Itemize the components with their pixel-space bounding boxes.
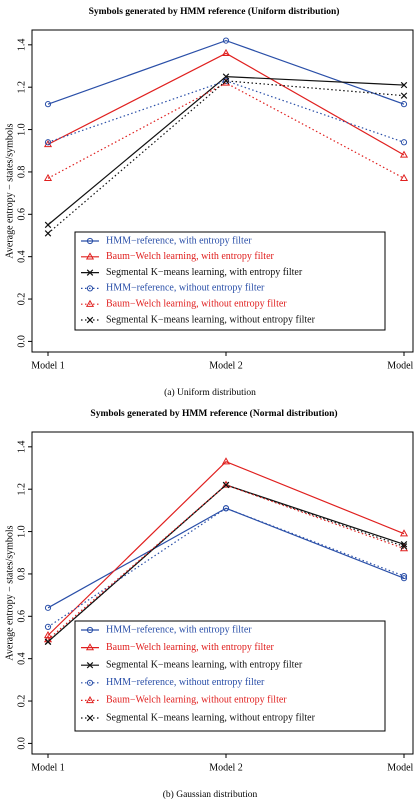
- series-line: [47, 39, 405, 105]
- legend-marker: [86, 661, 94, 669]
- marker: [222, 505, 230, 512]
- legend-label: HMM−reference, without entropy filter: [106, 283, 265, 294]
- legend-marker: [86, 714, 94, 722]
- legend-marker: [86, 237, 94, 245]
- y-axis-label: Average entropy − states/symbols: [4, 123, 15, 258]
- y-tick-label: 1.4: [16, 39, 27, 52]
- marker: [221, 48, 231, 57]
- y-axis-label: Average entropy − states/symbols: [4, 525, 15, 660]
- marker: [44, 221, 52, 229]
- legend-label: Segmental K−means learning, without entr…: [106, 314, 316, 325]
- legend-label: Segmental K−means learning, without entr…: [106, 712, 316, 723]
- legend-marker: [86, 285, 94, 292]
- y-tick-label: 0.4: [16, 652, 27, 665]
- legend-marker: [85, 695, 95, 704]
- legend-marker: [85, 252, 95, 260]
- chart-title: Symbols generated by HMM reference (Norm…: [90, 408, 337, 419]
- y-tick-label: 0.2: [16, 293, 27, 306]
- y-tick-label: 0.0: [16, 335, 27, 348]
- series-line: [47, 75, 405, 226]
- y-tick-label: 0.4: [16, 250, 27, 263]
- legend-label: Segmental K−means learning, with entropy…: [106, 267, 303, 278]
- chart: Symbols generated by HMM reference (Unif…: [4, 6, 414, 398]
- legend-marker: [86, 269, 94, 276]
- marker: [222, 77, 230, 85]
- y-tick-label: 0.0: [16, 737, 27, 750]
- series-line: [47, 460, 405, 636]
- x-tick-label: Model 2: [209, 762, 243, 773]
- marker: [44, 230, 52, 237]
- marker: [222, 37, 230, 44]
- marker: [221, 457, 231, 465]
- marker: [43, 630, 53, 639]
- legend-label: Baum−Welch learning, without entropy fil…: [106, 695, 287, 706]
- marker: [43, 139, 53, 148]
- legend-label: Segmental K−means learning, with entropy…: [106, 659, 303, 670]
- plot-frame: [31, 431, 414, 755]
- chart: Symbols generated by HMM reference (Norm…: [4, 408, 414, 800]
- series-line: [47, 507, 405, 628]
- y-tick-label: 1.2: [16, 483, 27, 496]
- legend-marker: [85, 299, 95, 307]
- y-tick-label: 0.8: [16, 568, 27, 581]
- marker: [44, 139, 52, 146]
- legend-marker: [86, 679, 94, 686]
- marker: [43, 173, 53, 181]
- marker: [400, 572, 408, 580]
- y-tick-label: 1.0: [16, 123, 27, 136]
- series-line: [47, 80, 405, 234]
- x-tick-label: Model 1: [31, 762, 65, 773]
- y-tick-label: 0.2: [16, 695, 27, 708]
- marker: [400, 139, 408, 146]
- series-line: [47, 52, 405, 156]
- marker: [400, 81, 408, 89]
- x-tick-label: Model 3: [387, 360, 414, 371]
- marker: [221, 480, 231, 488]
- legend-label: Baum−Welch learning, with entropy filter: [106, 251, 275, 262]
- legend-marker: [86, 626, 94, 634]
- legend-label: Baum−Welch learning, with entropy filter: [106, 642, 275, 653]
- series-line: [47, 507, 405, 609]
- y-tick-label: 0.6: [16, 208, 27, 221]
- marker: [399, 529, 409, 537]
- legend-box: [74, 620, 386, 732]
- y-tick-label: 1.4: [16, 441, 27, 454]
- marker: [400, 92, 408, 99]
- chart-title: Symbols generated by HMM reference (Unif…: [89, 6, 340, 17]
- marker: [44, 604, 52, 611]
- caption: (a) Uniform distribution: [164, 387, 256, 398]
- legend-label: HMM−reference, with entropy filter: [106, 235, 252, 246]
- legend-label: HMM−reference, without entropy filter: [106, 677, 265, 688]
- marker: [222, 481, 230, 489]
- x-tick-label: Model 3: [387, 762, 414, 773]
- x-tick-label: Model 1: [31, 360, 65, 371]
- marker: [399, 173, 409, 181]
- marker: [44, 638, 52, 645]
- y-tick-label: 0.6: [16, 610, 27, 623]
- marker: [44, 623, 52, 630]
- legend-box: [74, 231, 386, 331]
- marker: [44, 101, 52, 108]
- series-line: [47, 80, 405, 143]
- marker: [399, 150, 409, 158]
- x-tick-label: Model 2: [209, 360, 243, 371]
- y-tick-label: 1.0: [16, 525, 27, 538]
- legend-marker: [85, 643, 95, 651]
- series-line: [47, 82, 405, 179]
- y-tick-label: 0.8: [16, 166, 27, 179]
- plot-frame: [31, 29, 414, 353]
- legend-label: Baum−Welch learning, without entropy fil…: [106, 298, 287, 309]
- marker: [400, 101, 408, 108]
- legend-label: HMM−reference, with entropy filter: [106, 624, 252, 635]
- marker: [400, 543, 408, 550]
- caption: (b) Gaussian distribution: [163, 789, 258, 800]
- y-tick-label: 1.2: [16, 81, 27, 94]
- legend-marker: [86, 316, 94, 324]
